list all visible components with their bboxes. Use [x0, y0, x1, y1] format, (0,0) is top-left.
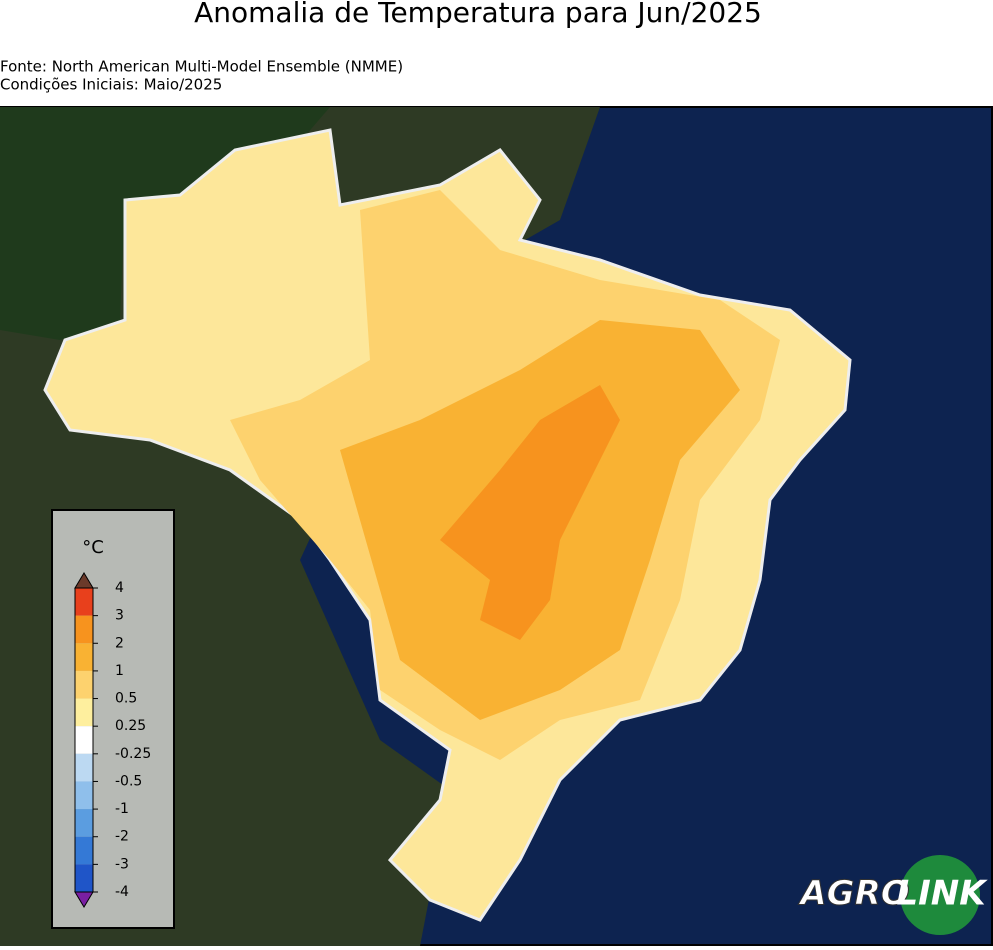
colorbar: 4 3 2 1 0.5 0.25 -0.25 -0.5 -1 -2 -3 -4	[74, 572, 151, 908]
initial-conditions: Condições Iniciais: Maio/2025	[0, 76, 222, 94]
colorbar-band	[75, 836, 93, 865]
colorbar-tick-label: -2	[115, 829, 129, 845]
colorbar-tick-label: -4	[115, 884, 129, 900]
zone-3	[440, 385, 620, 640]
colorbar-band	[75, 698, 93, 727]
logo-part1: AGRO	[797, 874, 909, 914]
colorbar-tick-label: 0.25	[115, 718, 146, 734]
colorbar-band	[75, 809, 93, 837]
colorbar-tick-label: 1	[115, 663, 124, 679]
colorbar-box	[51, 509, 175, 929]
colorbar-tick-label: 4	[115, 580, 124, 596]
colorbar-tick-label: 0.5	[115, 691, 137, 707]
colorbar-band	[75, 670, 93, 699]
colorbar-tick-label: -0.25	[115, 746, 151, 762]
colorbar-band	[75, 615, 93, 644]
colorbar-tick-label: 2	[115, 635, 124, 651]
colorbar-band	[75, 643, 93, 671]
source: Fonte: North American Multi-Model Ensemb…	[0, 58, 403, 76]
logo-circle	[900, 855, 980, 935]
colorbar-tick-label: -3	[115, 856, 129, 872]
colorbar-band	[75, 753, 93, 782]
map	[0, 106, 993, 946]
logo: AGRO LINK	[797, 855, 988, 935]
colorbar-band	[75, 588, 93, 616]
colorbar-frame	[74, 587, 94, 893]
colorbar-tick-label: 3	[115, 608, 124, 624]
colorbar-band	[75, 781, 93, 810]
title: Anomalia de Temperatura para Jun/2025	[194, 0, 762, 29]
colorbar-band	[75, 864, 93, 892]
colorbar-tick-label: -0.5	[115, 773, 142, 789]
colorbar-band	[75, 726, 93, 754]
logo-part2: LINK	[896, 874, 988, 914]
colorbar-tick-label: -1	[115, 801, 129, 817]
header-bg	[0, 0, 993, 107]
colorbar-unit: °C	[82, 537, 104, 558]
